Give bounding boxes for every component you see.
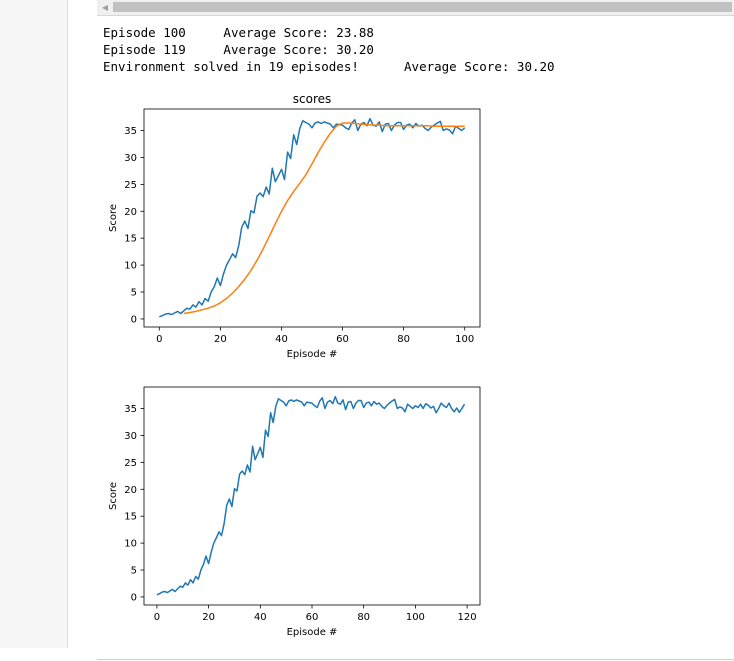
x-axis-label: Episode # <box>287 349 338 360</box>
output-line: Episode 100 Average Score: 23.88 <box>103 25 374 40</box>
score-history-chart: 0 20 40 60 80 100 120 0 5 10 15 20 25 30 35 Episode # Sc… <box>108 386 481 638</box>
y-tick-label: 30 <box>124 431 137 442</box>
y-tick-label: 5 <box>131 566 137 577</box>
y-tick-label: 35 <box>124 404 137 415</box>
horizontal-scrollbar[interactable]: ◀ <box>97 0 734 16</box>
series-line-1 <box>183 122 465 315</box>
y-tick-label: 25 <box>124 458 137 469</box>
y-axis-label: Score <box>108 204 119 232</box>
y-tick-label: 30 <box>124 153 137 164</box>
plot-area <box>143 386 481 606</box>
x-tick-label: 40 <box>254 612 267 623</box>
x-tick-label: 100 <box>406 612 425 623</box>
output-line: Episode 119 Average Score: 30.20 <box>103 42 374 57</box>
y-tick-label: 10 <box>124 539 137 550</box>
y-tick-label: 5 <box>131 288 137 299</box>
x-axis-label: Episode # <box>287 627 338 638</box>
cell-divider <box>97 659 734 660</box>
cell-output-text: Episode 100 Average Score: 23.88 Episode… <box>103 24 555 75</box>
y-tick-label: 15 <box>124 234 137 245</box>
x-tick-label: 80 <box>357 612 370 623</box>
x-tick-label: 100 <box>455 334 474 345</box>
x-tick-label: 80 <box>397 334 410 345</box>
x-tick-label: 0 <box>154 612 160 623</box>
plot-area <box>143 108 481 328</box>
x-tick-label: 40 <box>275 334 288 345</box>
y-tick-label: 20 <box>124 485 137 496</box>
x-tick-label: 20 <box>202 612 215 623</box>
scrollbar-thumb[interactable] <box>113 2 732 12</box>
x-tick-label: 0 <box>156 334 162 345</box>
output-line: Environment solved in 19 episodes! Avera… <box>103 59 555 74</box>
y-tick-label: 20 <box>124 207 137 218</box>
y-axis-label: Score <box>108 482 119 510</box>
x-tick-label: 20 <box>214 334 227 345</box>
y-tick-label: 0 <box>131 314 137 325</box>
x-tick-label: 120 <box>458 612 477 623</box>
y-tick-label: 0 <box>131 592 137 603</box>
x-tick-label: 60 <box>306 612 319 623</box>
scroll-left-arrow-icon[interactable]: ◀ <box>101 3 109 12</box>
scores-chart: scores 0 20 40 60 80 100 0 5 10 15 20 25 30 35 Episode … <box>108 92 481 360</box>
y-tick-label: 35 <box>124 126 137 137</box>
y-tick-label: 10 <box>124 261 137 272</box>
y-tick-label: 25 <box>124 180 137 191</box>
left-gutter <box>0 0 68 648</box>
x-tick-label: 60 <box>336 334 349 345</box>
y-tick-label: 15 <box>124 512 137 523</box>
chart-title: scores <box>293 92 332 106</box>
series-line-0 <box>156 395 466 596</box>
